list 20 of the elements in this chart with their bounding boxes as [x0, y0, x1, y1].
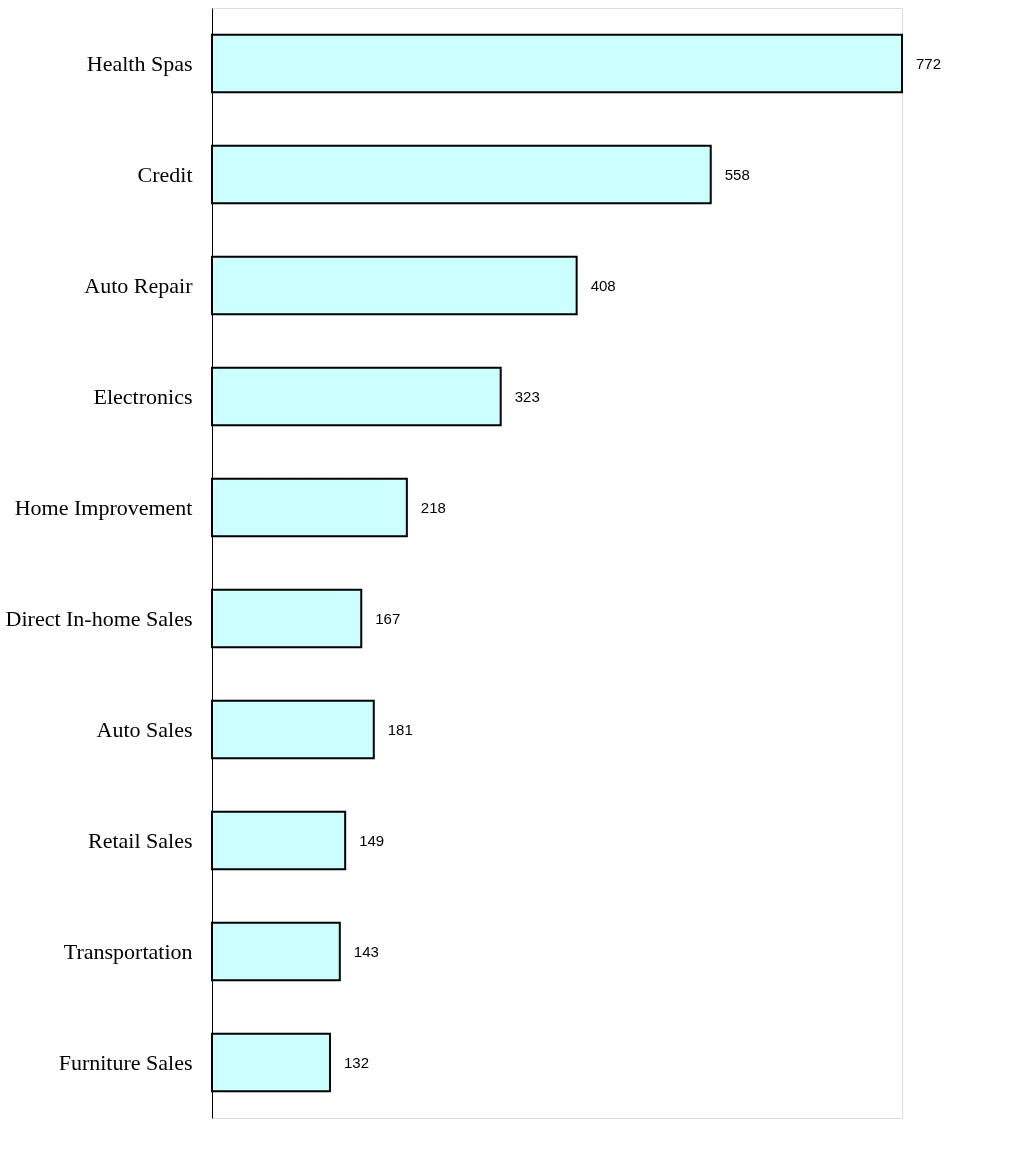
- y-tick-label: Furniture Sales: [58, 1049, 193, 1075]
- y-tick-label: Electronics: [93, 383, 193, 409]
- y-tick-label: Home Improvement: [14, 494, 193, 520]
- y-tick-label: Auto Sales: [96, 716, 193, 742]
- data-label: 558: [724, 165, 750, 183]
- data-label: 408: [590, 276, 616, 294]
- data-label: 772: [916, 54, 942, 72]
- data-label: 218: [420, 498, 446, 516]
- data-label: 323: [514, 387, 540, 405]
- y-tick-label: Transportation: [63, 938, 193, 964]
- data-label: 143: [353, 942, 379, 960]
- y-tick-label: Direct In-home Sales: [5, 605, 193, 631]
- y-tick-label: Retail Sales: [88, 827, 193, 853]
- y-tick-label: Auto Repair: [84, 272, 194, 298]
- data-label: 149: [359, 831, 385, 849]
- data-label: 167: [375, 609, 401, 627]
- y-tick-label: Credit: [137, 161, 193, 187]
- data-label: 181: [387, 720, 413, 738]
- data-label: 132: [343, 1053, 370, 1071]
- y-tick-label: Health Spas: [86, 50, 193, 76]
